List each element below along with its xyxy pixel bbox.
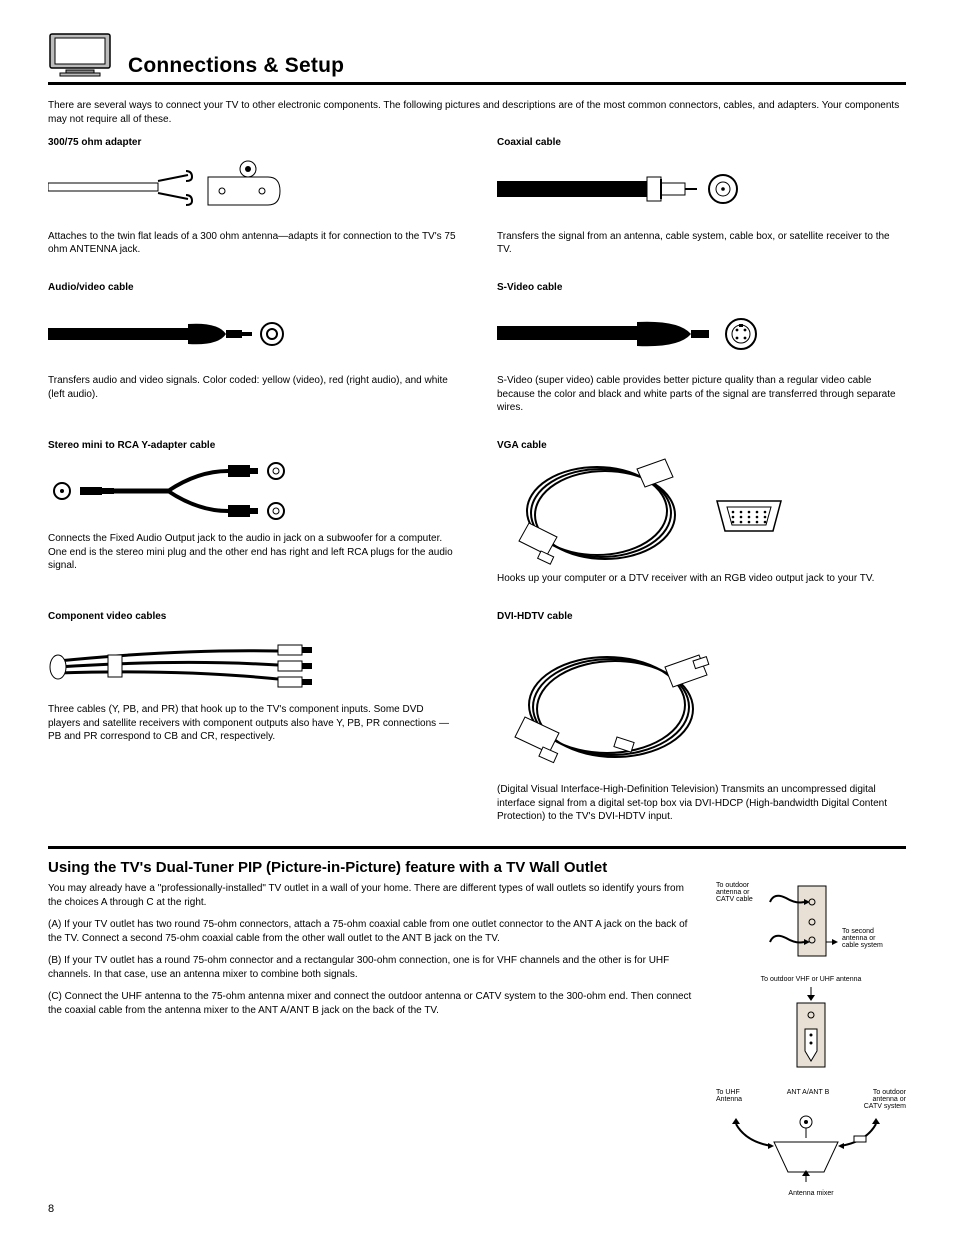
cables-grid: 300/75 ohm adapter Attaches to the twin …: [48, 136, 906, 824]
cable-description: Transfers audio and video signals. Color…: [48, 374, 457, 401]
wall-outlet-p3: (B) If your TV outlet has a round 75-ohm…: [48, 954, 692, 982]
cable-block: S-Video cable S-Video (super video) cabl…: [497, 281, 906, 415]
cable-description: Hooks up your computer or a DTV receiver…: [497, 572, 906, 586]
wall-outlet-text: You may already have a "professionally-i…: [48, 882, 692, 1211]
cable-label: Coaxial cable: [497, 136, 906, 150]
cable-label: Audio/video cable: [48, 281, 457, 295]
wall-fig-a: To outdoor antenna or CATV cable To seco…: [716, 882, 906, 962]
fig-a-right-label: To second antenna or cable system: [842, 928, 890, 949]
cable-illustration: [48, 154, 457, 224]
fig-b-top-label: To outdoor VHF or UHF antenna: [716, 976, 906, 983]
cable-block: Stereo mini to RCA Y-adapter cable Conne…: [48, 439, 457, 586]
fig-c-left-label: To UHF Antenna: [716, 1089, 756, 1110]
cable-illustration: [497, 456, 906, 566]
page-number: 8: [48, 1203, 54, 1215]
fig-c-right-label: To outdoor antenna or CATV system: [860, 1089, 906, 1110]
page-header: Connections & Setup: [48, 30, 906, 78]
cable-description: (Digital Visual Interface-High-Definitio…: [497, 783, 906, 824]
cable-block: VGA cable Hooks up your computer or a DT…: [497, 439, 906, 586]
wall-outlet-body: You may already have a "professionally-i…: [48, 882, 906, 1211]
wall-outlet-p2: (A) If your TV outlet has two round 75-o…: [48, 918, 692, 946]
wall-outlet-p1: You may already have a "professionally-i…: [48, 882, 692, 910]
cable-block: 300/75 ohm adapter Attaches to the twin …: [48, 136, 457, 257]
fig-c-bottom-label: Antenna mixer: [716, 1190, 906, 1197]
cable-illustration: [48, 456, 457, 526]
wall-fig-b: To outdoor VHF or UHF antenna: [716, 976, 906, 1075]
cable-label: 300/75 ohm adapter: [48, 136, 457, 150]
cable-label: DVI-HDTV cable: [497, 610, 906, 624]
cable-block: DVI-HDTV cable (Digital Visual Interface…: [497, 610, 906, 824]
fig-c-mid-label: ANT A/ANT B: [778, 1089, 838, 1110]
cables-intro: There are several ways to connect your T…: [48, 99, 906, 126]
cable-description: Attaches to the twin flat leads of a 300…: [48, 230, 457, 257]
cable-block: Component video cables Three cables (Y, …: [48, 610, 457, 824]
section-rule: [48, 846, 906, 849]
cable-illustration: [497, 627, 906, 777]
tv-icon: [48, 30, 112, 78]
cable-label: Stereo mini to RCA Y-adapter cable: [48, 439, 457, 453]
cable-description: Three cables (Y, PB, and PR) that hook u…: [48, 703, 457, 744]
cable-illustration: [497, 154, 906, 224]
cable-illustration: [48, 627, 457, 697]
wall-fig-c: To UHF Antenna ANT A/ANT B To outdoor an…: [716, 1089, 906, 1197]
cable-illustration: [497, 298, 906, 368]
cable-description: Connects the Fixed Audio Output jack to …: [48, 532, 457, 573]
cable-label: Component video cables: [48, 610, 457, 624]
page-title: Connections & Setup: [128, 54, 344, 78]
fig-a-left-label: To outdoor antenna or CATV cable: [716, 882, 764, 903]
cable-description: S-Video (super video) cable provides bet…: [497, 374, 906, 415]
cable-illustration: [48, 298, 457, 368]
wall-outlet-p4: (C) Connect the UHF antenna to the 75-oh…: [48, 990, 692, 1018]
cable-label: S-Video cable: [497, 281, 906, 295]
header-rule: [48, 82, 906, 85]
cable-block: Audio/video cable Transfers audio and vi…: [48, 281, 457, 415]
wall-outlet-figures: To outdoor antenna or CATV cable To seco…: [716, 882, 906, 1211]
wall-outlet-title: Using the TV's Dual-Tuner PIP (Picture-i…: [48, 859, 906, 876]
cable-description: Transfers the signal from an antenna, ca…: [497, 230, 906, 257]
cable-block: Coaxial cable Transfers the signal from …: [497, 136, 906, 257]
